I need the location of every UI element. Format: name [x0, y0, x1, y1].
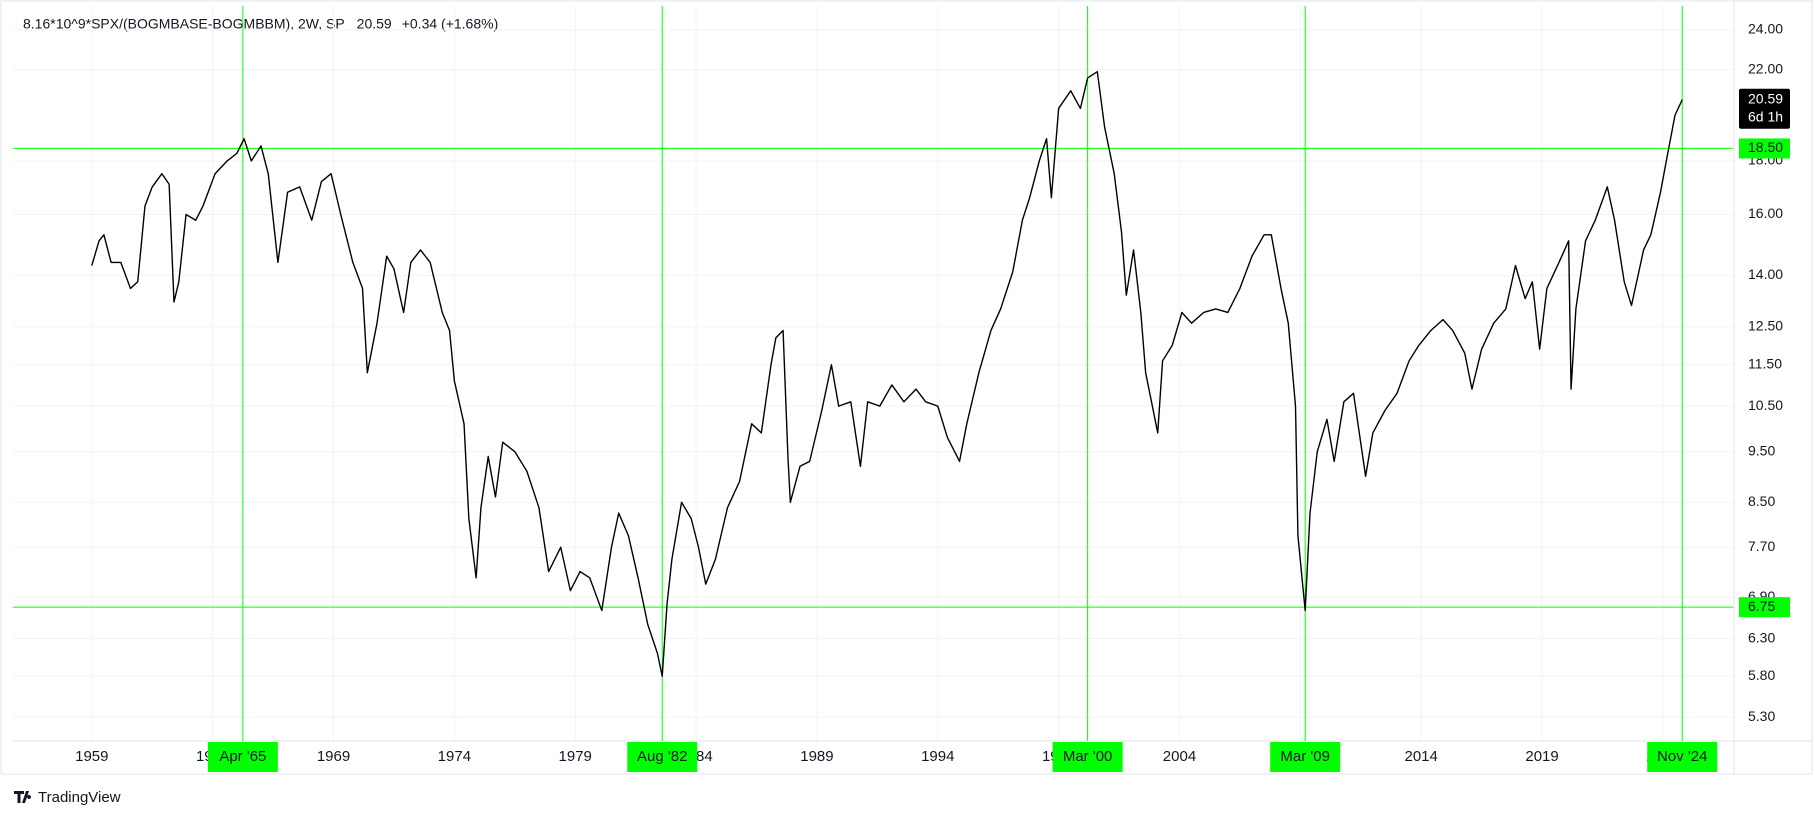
y-tick-label: 22.00 — [1748, 60, 1783, 76]
marker-label-bg — [1270, 742, 1341, 772]
level-label: 6.75 — [1748, 598, 1775, 614]
chart-frame — [0, 0, 1813, 775]
last-price-badge — [1739, 88, 1790, 129]
x-tick-label: 1969 — [317, 748, 350, 765]
y-tick-label: 24.00 — [1748, 21, 1783, 37]
marker-label: Nov '24 — [1657, 748, 1707, 765]
x-tick-label: 1989 — [800, 748, 833, 765]
last-price: 20.59 — [357, 16, 392, 32]
y-tick-label: 12.50 — [1748, 318, 1783, 334]
brand-logo: TradingView — [14, 789, 121, 806]
header: 8.16*10^9*SPX/(BOGMBASE-BOGMBBM), 2W, SP… — [23, 16, 498, 32]
y-tick-label: 6.30 — [1748, 629, 1775, 645]
grid — [13, 6, 1733, 741]
x-tick-label: 1974 — [438, 748, 471, 765]
level-label-bg — [1739, 138, 1790, 159]
y-tick-label: 5.30 — [1748, 708, 1775, 724]
y-tick-label: 10.50 — [1748, 397, 1783, 413]
x-tick-label: 2014 — [1405, 748, 1438, 765]
marker-label: Mar '09 — [1280, 748, 1330, 765]
y-tick-label: 11.50 — [1748, 355, 1782, 371]
marker-label: Aug '82 — [637, 748, 687, 765]
x-tick-label: 2019 — [1525, 748, 1558, 765]
y-tick-label: 16.00 — [1748, 205, 1783, 221]
brand-name: TradingView — [38, 789, 121, 806]
symbol-title: 8.16*10^9*SPX/(BOGMBASE-BOGMBBM), 2W, SP — [23, 16, 345, 32]
x-tick-label: 2004 — [1163, 748, 1196, 765]
marker-label-bg — [627, 742, 698, 772]
y-tick-label: 7.70 — [1748, 538, 1775, 554]
marker-label: Mar '00 — [1063, 748, 1113, 765]
marker-label-bg — [1052, 742, 1123, 772]
x-tick-label: 1994 — [921, 748, 954, 765]
y-tick-label: 9.50 — [1748, 442, 1775, 458]
x-tick-label: 1979 — [559, 748, 592, 765]
marker-label-bg — [207, 742, 278, 772]
y-tick-label: 14.00 — [1748, 266, 1783, 282]
y-tick-label: 5.80 — [1748, 667, 1775, 683]
level-label-bg — [1739, 597, 1790, 618]
marker-label: Apr '65 — [219, 748, 266, 765]
countdown-label: 6d 1h — [1748, 108, 1783, 124]
level-label: 18.50 — [1748, 139, 1783, 155]
y-tick-label: 8.50 — [1748, 493, 1775, 509]
series-line — [91, 70, 1683, 677]
marker-label-bg — [1647, 742, 1718, 772]
last-price-label: 20.59 — [1748, 90, 1783, 106]
x-tick-label: 1959 — [75, 748, 108, 765]
price-change: +0.34 (+1.68%) — [402, 16, 499, 32]
